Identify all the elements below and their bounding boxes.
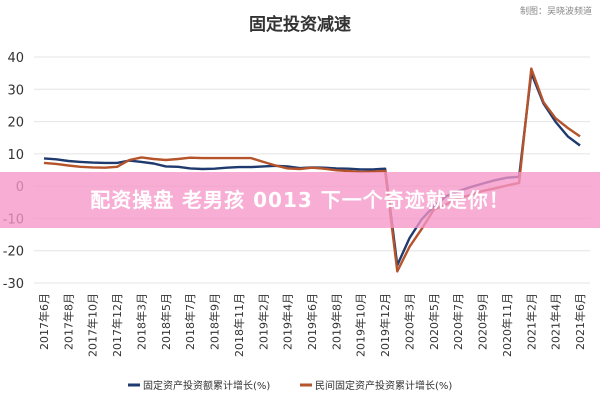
y-tick-label: 20: [7, 116, 24, 131]
chart-title: 固定投资减速: [249, 14, 351, 35]
gridlines: [34, 56, 590, 284]
x-tick-label: 2018年5月: [159, 293, 173, 350]
promo-banner-text: 配资操盘 老男孩 0013 下一个奇迹就是你！: [90, 188, 510, 212]
x-tick-label: 2017年8月: [61, 293, 75, 350]
x-tick-label: 2021年4月: [549, 293, 563, 350]
y-tick-label: -20: [3, 245, 24, 260]
x-tick-label: 2019年8月: [329, 293, 343, 350]
x-axis-ticks: 2017年6月 2017年8月 2017年10月 2017年12月 2018年3月 201…: [37, 293, 587, 357]
x-tick-label: 2018年9月: [208, 293, 222, 350]
series-line-1: [43, 71, 581, 267]
x-tick-label: 2018年7月: [183, 293, 197, 350]
y-tick-label: 30: [7, 83, 24, 98]
x-tick-label: 2019年4月: [281, 293, 295, 350]
legend-label: 民间固定资产投资累计增长(%): [315, 379, 452, 392]
legend-label: 固定资产投资额累计增长(%): [143, 379, 270, 392]
x-tick-label: 2017年12月: [110, 293, 124, 357]
legend: 固定资产投资额累计增长(%) 民间固定资产投资累计增长(%): [128, 379, 452, 392]
x-tick-label: 2017年10月: [86, 293, 100, 357]
x-tick-label: 2018年11月: [232, 293, 246, 357]
x-tick-label: 2019年6月: [305, 293, 319, 350]
x-tick-label: 2020年5月: [427, 293, 441, 350]
x-tick-label: 2021年2月: [524, 293, 538, 350]
y-tick-label: 10: [7, 148, 24, 163]
x-tick-label: 2020年7月: [451, 293, 465, 350]
credit-text: 制图：吴晓波频道: [519, 7, 592, 17]
x-tick-label: 2019年2月: [256, 293, 270, 350]
series-line-2: [43, 67, 581, 273]
promo-banner-background: [0, 172, 600, 228]
y-tick-label: -30: [3, 277, 24, 292]
series-lines: [43, 67, 581, 273]
x-tick-label: 2017年6月: [37, 293, 51, 350]
x-tick-label: 2019年10月: [354, 293, 368, 357]
x-tick-label: 2020年9月: [476, 293, 490, 350]
x-tick-label: 2020年11月: [500, 293, 514, 357]
x-tick-label: 2020年3月: [402, 293, 416, 350]
x-tick-label: 2021年6月: [573, 293, 587, 350]
x-tick-label: 2018年3月: [134, 293, 148, 350]
y-tick-label: 40: [7, 51, 24, 66]
x-tick-label: 2019年12月: [378, 293, 392, 357]
